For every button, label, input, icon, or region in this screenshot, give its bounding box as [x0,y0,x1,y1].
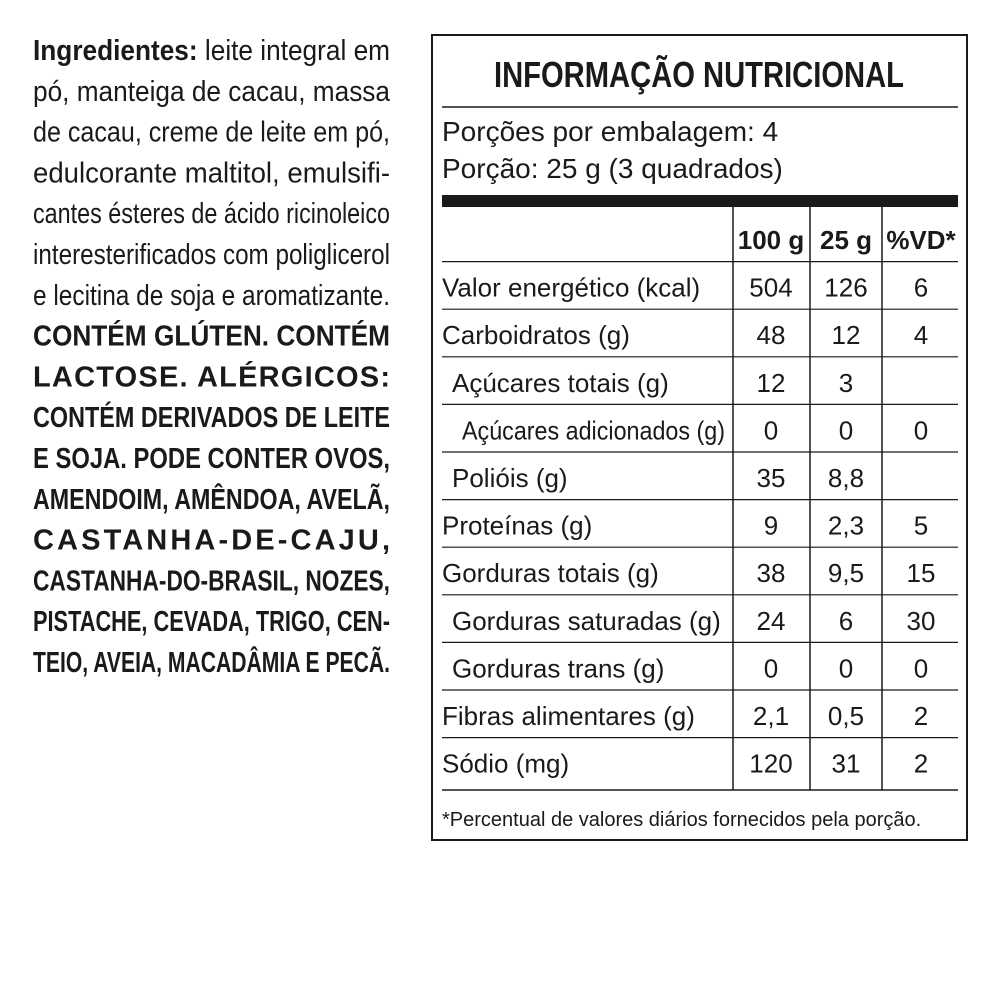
ingredients-label: Ingredientes: [33,35,198,67]
row-value: 2,1 [753,701,789,731]
allergen-line: CASTANHA-DE-CAJU, [33,525,390,557]
allergen-line: CONTÉM GLÚTEN. CONTÉM [33,319,390,353]
row-value: 48 [757,320,786,350]
servings: Porções por embalagem: 4 [442,116,778,147]
row-label: Fibras alimentares (g) [442,701,695,731]
row-value: 9,5 [828,558,864,588]
row-value: 6 [914,273,928,303]
row-value: 0 [914,653,928,683]
row-label: Açúcares adicionados (g) [462,415,725,445]
table-border [431,34,968,841]
row-value: 0,5 [828,701,864,731]
row-value: 6 [839,606,853,636]
row-value: 2 [914,701,928,731]
row-label: Açúcares totais (g) [452,368,669,398]
ingredients-line: interesterificados com poliglicerol [33,239,390,271]
row-value: 38 [757,558,786,588]
allergen-line: LACTOSE. ALÉRGICOS: [33,359,390,393]
column-header: 100 g [738,225,805,255]
row-value: 504 [749,273,792,303]
row-value: 0 [839,653,853,683]
row-label: Gorduras saturadas (g) [452,606,721,636]
ingredients-line: edulcorante maltitol, emulsifi- [33,157,390,189]
ingredients-line: e lecitina de soja e aromatizante. [33,280,390,312]
row-value: 4 [914,320,928,350]
allergen-line: AMENDOIM, AMÊNDOA, AVELÃ, [33,482,390,516]
row-value: 12 [757,368,786,398]
ingredients-line: pó, manteiga de cacau, massa [33,76,391,108]
row-label: Gorduras totais (g) [442,558,659,588]
allergen-line: E SOJA. PODE CONTER OVOS, [33,443,390,475]
row-value: 0 [764,653,778,683]
ingredients-text [198,35,205,67]
ingredients-line: de cacau, creme de leite em pó, [33,117,390,149]
ingredients-line: cantes ésteres de ácido ricinoleico [33,198,390,230]
allergen-line: CONTÉM DERIVADOS DE LEITE [33,400,390,434]
row-label: Gorduras trans (g) [452,653,664,683]
row-value: 31 [832,749,861,779]
row-value: 24 [757,606,786,636]
allergen-line: TEIO, AVEIA, MACADÂMIA E PECÃ. [33,645,390,679]
portion: Porção: 25 g (3 quadrados) [442,153,783,184]
thick-rule [442,195,958,207]
row-value: 0 [764,415,778,445]
footnote: *Percentual de valores diários fornecido… [442,809,921,831]
column-header: 25 g [820,225,872,255]
row-value: 2,3 [828,511,864,541]
allergen-line: CASTANHA-DO-BRASIL, NOZES, [33,565,390,597]
ingredients-line: Ingredientes: leite integral em [33,35,390,67]
row-label: Proteínas (g) [442,511,592,541]
row-value: 3 [839,368,853,398]
allergen-line: PISTACHE, CEVADA, TRIGO, CEN- [33,606,390,638]
row-value: 2 [914,749,928,779]
row-value: 0 [914,415,928,445]
row-value: 12 [832,320,861,350]
table-title: INFORMAÇÃO NUTRICIONAL [494,53,904,95]
row-label: Valor energético (kcal) [442,273,700,303]
row-value: 8,8 [828,463,864,493]
row-value: 126 [824,273,867,303]
row-value: 9 [764,511,778,541]
row-value: 0 [839,415,853,445]
row-value: 35 [757,463,786,493]
row-value: 15 [907,558,936,588]
row-label: Sódio (mg) [442,749,569,779]
row-label: Polióis (g) [452,463,568,493]
row-value: 5 [914,511,928,541]
ingredients-text: leite integral em [205,35,390,67]
row-value: 120 [749,749,792,779]
row-label: Carboidratos (g) [442,320,630,350]
row-value: 30 [907,606,936,636]
column-header: %VD* [886,225,956,255]
